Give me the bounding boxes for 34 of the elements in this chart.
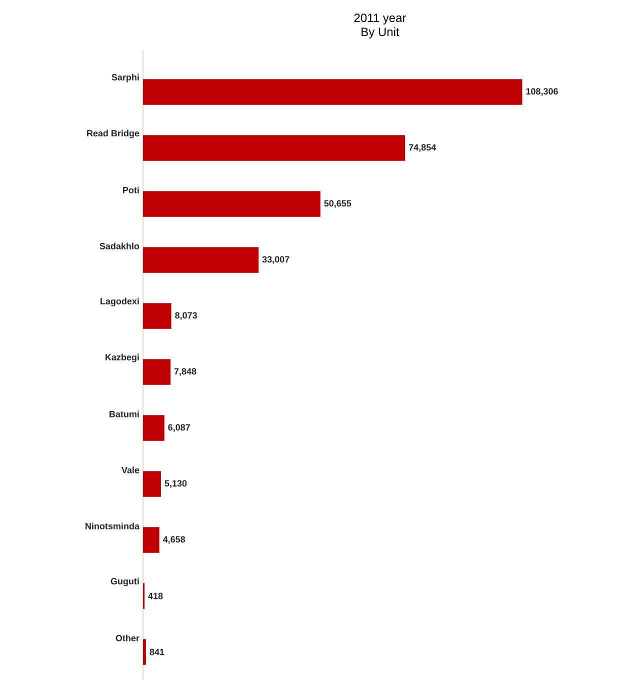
data-label: 4,658 — [162, 536, 186, 544]
y-tick-label: Ninotsminda — [86, 522, 140, 530]
data-label: 7,848 — [174, 368, 196, 376]
data-label: 108,306 — [526, 88, 558, 96]
data-label: 8,073 — [175, 312, 197, 320]
y-tick-label: Sadakhlo — [100, 242, 140, 250]
data-label: 418 — [148, 592, 163, 600]
y-tick-label: Lagodexi — [100, 298, 139, 306]
y-tick-label: Batumi — [110, 410, 139, 418]
bar — [143, 415, 164, 441]
y-tick-label: Sarphi — [112, 74, 139, 82]
bar — [143, 135, 406, 161]
y-tick-label: Other — [116, 634, 140, 642]
data-label: 74,854 — [409, 144, 436, 152]
y-tick-label: Guguti — [110, 578, 139, 586]
bar — [143, 79, 522, 105]
bar — [143, 247, 259, 273]
data-label: 841 — [150, 648, 164, 656]
bar — [143, 527, 160, 553]
y-tick-label: Poti — [123, 186, 139, 194]
y-tick-label: Vale — [122, 466, 140, 474]
bar — [143, 471, 161, 497]
data-label: 6,087 — [168, 424, 190, 432]
y-tick-label: Kazbegi — [106, 354, 139, 362]
chart-title: 2011 year — [354, 14, 406, 24]
data-label: 50,655 — [324, 200, 352, 208]
bar — [143, 639, 146, 665]
data-label: 5,130 — [164, 480, 187, 488]
data-label: 33,007 — [262, 256, 290, 264]
y-tick-label: Read Bridge — [87, 130, 140, 138]
bar — [143, 191, 320, 217]
bar — [143, 359, 170, 385]
bar — [143, 303, 172, 329]
chart-subtitle: By Unit — [362, 27, 400, 38]
